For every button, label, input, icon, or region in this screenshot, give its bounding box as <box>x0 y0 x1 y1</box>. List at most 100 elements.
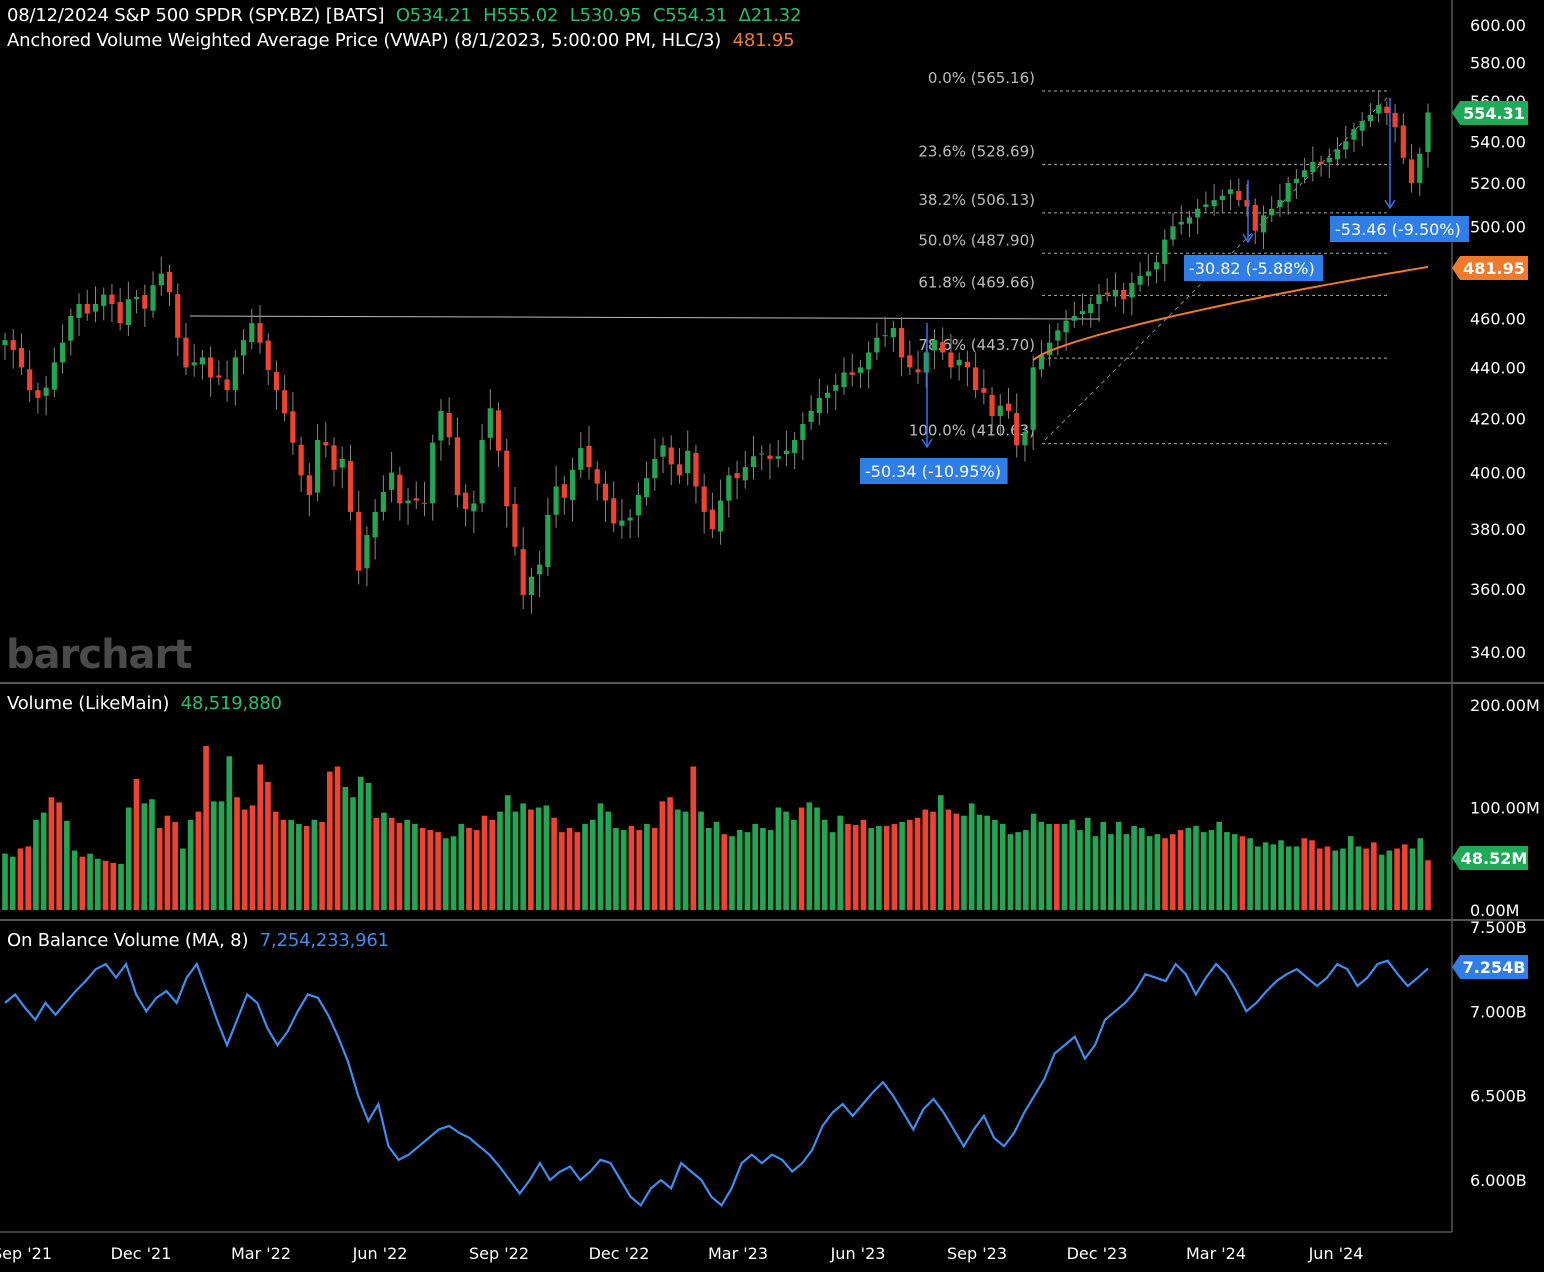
candle-body <box>397 474 403 504</box>
volume-bar <box>1023 830 1029 910</box>
volume-bar <box>752 823 758 910</box>
candle-body <box>1030 367 1036 430</box>
volume-bar <box>489 819 496 910</box>
volume-bar <box>435 832 441 910</box>
drawdown-label: -53.46 (-9.50%) <box>1335 220 1461 239</box>
drawdown-badge <box>1184 255 1323 281</box>
price-tick-label: 440.00 <box>1470 358 1526 377</box>
volume-bar <box>1123 834 1130 910</box>
volume-bar <box>1108 834 1114 910</box>
candle-body <box>150 285 156 311</box>
volume-bar <box>899 821 905 910</box>
price-tick-label: 400.00 <box>1470 464 1526 483</box>
volume-bar <box>1255 846 1261 910</box>
candle-body <box>627 517 633 521</box>
volume-bar <box>698 811 704 910</box>
fib-label: 0.0% (565.16) <box>928 69 1035 87</box>
candle-body <box>1170 226 1176 240</box>
candle-body <box>495 410 502 451</box>
candle-body <box>1104 292 1110 295</box>
volume-bar <box>257 764 264 910</box>
candle-body <box>183 337 189 368</box>
candle-body <box>430 442 436 504</box>
volume-bar <box>365 782 372 910</box>
candle-body <box>1367 115 1374 122</box>
drawdown-label: -50.34 (-10.95%) <box>865 462 1001 481</box>
volume-bar <box>466 828 472 910</box>
candle-body <box>1302 170 1308 178</box>
candle-body <box>224 379 230 391</box>
volume-bar <box>1154 834 1161 910</box>
candle-body <box>611 498 617 524</box>
candle-body <box>726 475 732 501</box>
volume-bar <box>481 815 488 910</box>
candle-body <box>232 357 238 391</box>
volume-bar <box>102 860 109 910</box>
date-tick-label: Dec '23 <box>1067 1244 1128 1263</box>
volume-bar <box>203 746 209 910</box>
candle-body <box>841 372 847 388</box>
volume-bar <box>141 803 148 910</box>
candle-body <box>1203 204 1209 208</box>
volume-bar <box>9 856 16 910</box>
price-tick-label: 340.00 <box>1470 643 1526 662</box>
volume-bar <box>883 825 890 910</box>
candle-body <box>701 486 707 512</box>
candle-body <box>561 484 567 498</box>
candle-body <box>1351 129 1357 140</box>
candle-body <box>602 483 609 501</box>
volume-bar <box>1262 842 1269 910</box>
volume-bar <box>504 795 511 910</box>
volume-bar <box>48 797 55 910</box>
candle-body <box>553 486 559 515</box>
volume-bar <box>1208 830 1215 910</box>
candle-body <box>101 294 107 306</box>
drawdown-arrowhead <box>1242 233 1254 244</box>
fib-label: 61.8% (469.66) <box>918 273 1035 291</box>
candle-body <box>1408 159 1415 183</box>
volume-bar <box>845 823 851 910</box>
drawdown-arrowhead <box>1384 199 1396 210</box>
candle-body <box>940 342 946 353</box>
volume-bar <box>559 832 565 910</box>
close-value: C554.31 <box>652 5 728 26</box>
candle-body <box>372 511 378 538</box>
volume-bar <box>1007 834 1014 910</box>
change-value: Δ21.32 <box>738 5 802 26</box>
candle-body <box>1129 282 1135 298</box>
candle-body <box>709 509 715 530</box>
candle-body <box>512 503 518 547</box>
volume-bar <box>234 797 240 910</box>
volume-bar <box>535 807 542 910</box>
candle-body <box>1392 113 1398 128</box>
volume-bar <box>644 823 650 910</box>
candle-body <box>1022 431 1028 446</box>
candle-body <box>1343 141 1349 150</box>
candle-body <box>1079 311 1086 314</box>
fib-label: 23.6% (528.69) <box>918 143 1035 161</box>
candle-body <box>997 405 1003 417</box>
price-tick-label: 600.00 <box>1470 16 1526 35</box>
volume-bar <box>1278 840 1284 910</box>
volume-bar <box>1015 832 1021 910</box>
candle-body <box>339 458 345 468</box>
volume-bar <box>868 828 874 910</box>
price-tick-label: 380.00 <box>1470 520 1526 539</box>
volume-bar <box>218 801 225 910</box>
candle-body <box>907 355 913 368</box>
volume-bar <box>388 817 395 910</box>
volume-bar <box>512 811 519 910</box>
candle-body <box>685 450 691 474</box>
drawdown-badge <box>1330 216 1469 242</box>
candle-body <box>282 390 288 414</box>
candle-body <box>668 447 674 465</box>
obv-tick-label: 6.500B <box>1470 1087 1527 1106</box>
volume-bar <box>984 815 990 910</box>
candle-body <box>59 342 66 363</box>
candle-body <box>874 337 880 353</box>
candle-body <box>948 352 954 368</box>
candle-body <box>767 455 773 459</box>
volume-bar <box>589 819 596 910</box>
obv-tick-label: 7.500B <box>1470 918 1527 937</box>
